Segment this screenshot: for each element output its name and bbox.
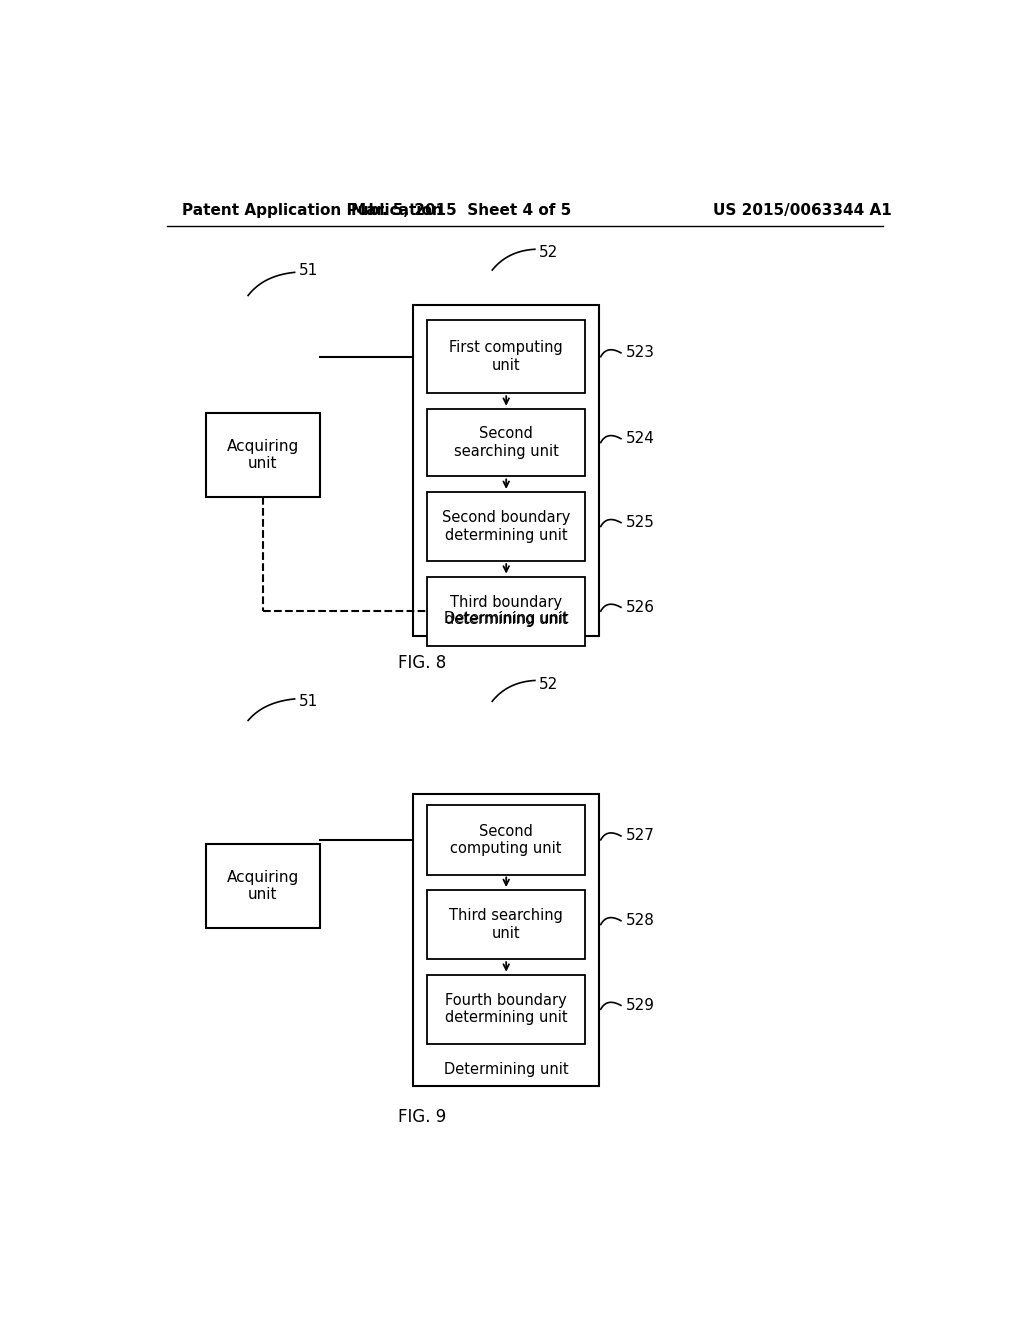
Text: Determining unit: Determining unit bbox=[443, 1061, 568, 1077]
Text: 52: 52 bbox=[539, 244, 558, 260]
Text: Fourth boundary
determining unit: Fourth boundary determining unit bbox=[444, 993, 567, 1026]
Bar bbox=[427, 409, 586, 477]
Text: 524: 524 bbox=[627, 432, 655, 446]
Text: Second boundary
determining unit: Second boundary determining unit bbox=[442, 511, 570, 543]
Text: 527: 527 bbox=[627, 829, 655, 843]
Text: 523: 523 bbox=[627, 346, 655, 360]
Text: Mar. 5, 2015  Sheet 4 of 5: Mar. 5, 2015 Sheet 4 of 5 bbox=[351, 203, 571, 218]
Text: FIG. 9: FIG. 9 bbox=[398, 1107, 446, 1126]
Text: Acquiring
unit: Acquiring unit bbox=[226, 438, 299, 471]
Text: First computing
unit: First computing unit bbox=[450, 341, 563, 372]
Text: FIG. 8: FIG. 8 bbox=[398, 653, 446, 672]
Text: Determining unit: Determining unit bbox=[443, 611, 568, 627]
Text: Second
searching unit: Second searching unit bbox=[454, 426, 559, 459]
Bar bbox=[427, 974, 586, 1044]
Text: Second
computing unit: Second computing unit bbox=[451, 824, 562, 857]
Text: Acquiring
unit: Acquiring unit bbox=[226, 870, 299, 903]
Text: 51: 51 bbox=[299, 694, 317, 709]
Text: 529: 529 bbox=[627, 998, 655, 1012]
Text: 526: 526 bbox=[627, 599, 655, 615]
Bar bbox=[427, 805, 586, 875]
Bar bbox=[414, 793, 599, 1086]
Bar bbox=[206, 412, 321, 498]
Text: 525: 525 bbox=[627, 515, 655, 531]
Text: Third boundary
determining unit: Third boundary determining unit bbox=[444, 595, 567, 627]
Text: 52: 52 bbox=[539, 677, 558, 692]
Text: Patent Application Publication: Patent Application Publication bbox=[182, 203, 443, 218]
Bar bbox=[427, 890, 586, 960]
Bar bbox=[427, 492, 586, 561]
Bar bbox=[427, 321, 586, 393]
Text: US 2015/0063344 A1: US 2015/0063344 A1 bbox=[713, 203, 892, 218]
Text: 51: 51 bbox=[299, 263, 317, 277]
Bar bbox=[206, 843, 321, 928]
Text: 528: 528 bbox=[627, 913, 655, 928]
Bar bbox=[414, 305, 599, 636]
Text: Third searching
unit: Third searching unit bbox=[450, 908, 563, 941]
Bar bbox=[427, 577, 586, 645]
